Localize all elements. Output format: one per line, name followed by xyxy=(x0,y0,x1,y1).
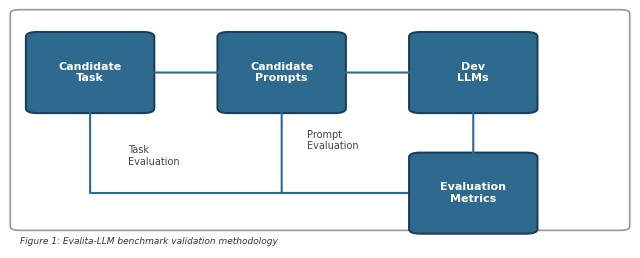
Text: Candidate
Task: Candidate Task xyxy=(58,62,122,83)
Text: Candidate
Prompts: Candidate Prompts xyxy=(250,62,314,83)
Text: Evaluation
Metrics: Evaluation Metrics xyxy=(440,182,506,204)
FancyBboxPatch shape xyxy=(10,10,630,230)
Text: Task
Evaluation: Task Evaluation xyxy=(129,145,180,167)
FancyBboxPatch shape xyxy=(409,153,538,234)
FancyBboxPatch shape xyxy=(26,32,154,113)
FancyBboxPatch shape xyxy=(409,32,538,113)
Text: Dev
LLMs: Dev LLMs xyxy=(458,62,489,83)
Text: Figure 1: Evalita-LLM benchmark validation methodology: Figure 1: Evalita-LLM benchmark validati… xyxy=(20,237,278,246)
FancyBboxPatch shape xyxy=(218,32,346,113)
Text: Prompt
Evaluation: Prompt Evaluation xyxy=(307,130,359,151)
